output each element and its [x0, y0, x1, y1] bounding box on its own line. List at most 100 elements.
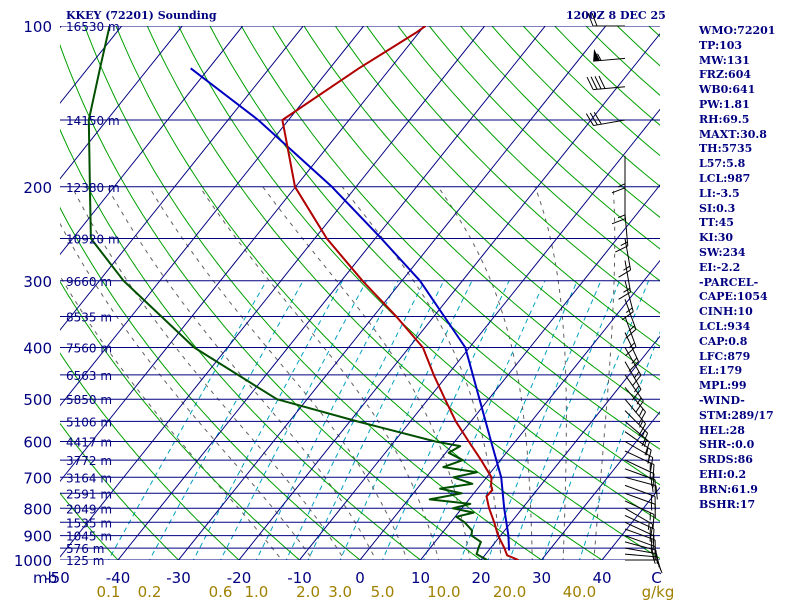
mixing-ratio-tick-label: 40.0: [563, 583, 596, 600]
index-item: STM:289/17: [699, 408, 774, 422]
dry-adiabat-line: [60, 422, 180, 560]
height-label: 125 m: [66, 554, 104, 568]
wind-barb: [624, 347, 642, 387]
dry-adiabat-line: [428, 26, 660, 250]
moist-adiabat-line: [106, 186, 377, 560]
moist-adiabat-line: [60, 222, 314, 560]
height-label: 3164 m: [66, 471, 112, 485]
index-item: MAXT:30.8: [699, 127, 767, 141]
index-item: -PARCEL-: [699, 275, 759, 289]
mixing-ratio-tick-label: g/kg: [642, 583, 675, 600]
mixing-ratio-tick-label: 5.0: [371, 583, 395, 600]
index-item: TH:5735: [699, 142, 753, 156]
height-label: 2591 m: [66, 487, 112, 501]
mixing-ratio-line: [220, 280, 367, 560]
index-item: WB0:641: [699, 83, 756, 97]
index-item: CAP:0.8: [699, 334, 748, 348]
pressure-tick-label: 900: [23, 528, 52, 546]
isotherm-line: [60, 26, 244, 256]
moist-adiabat-line: [593, 186, 616, 560]
wind-barb: [621, 280, 634, 321]
height-label: 2049 m: [66, 502, 112, 516]
wind-barb: [618, 238, 632, 278]
temperature-tick-label: 20: [471, 569, 490, 587]
dry-adiabat-line: [303, 26, 660, 381]
height-label: 14150 m: [66, 114, 120, 128]
height-label: 12380 m: [66, 181, 120, 195]
mixing-ratio-tick-label: 0.1: [97, 583, 121, 600]
index-item: CAPE:1054: [699, 290, 768, 304]
index-item: BRN:61.9: [699, 482, 758, 496]
isotherm-line: [60, 26, 425, 483]
stability-indices: WMO:72201 TP:103 MW:131 FRZ:604 WB0:641 PW:1.…: [699, 24, 775, 512]
height-label: 9660 m: [66, 275, 112, 289]
isotherm-line: [359, 184, 660, 560]
mixing-ratio-line: [578, 330, 660, 560]
index-item: SHR-:0.0: [699, 438, 755, 452]
index-item: LFC:879: [699, 349, 751, 363]
pressure-tick-label: 100: [23, 18, 52, 36]
wind-barbs: [585, 12, 663, 574]
profiles: [87, 26, 519, 560]
dry-adiabat-line: [334, 26, 660, 347]
index-item: LI:-3.5: [699, 186, 740, 200]
dewpoint-line: [87, 26, 488, 560]
temperature-line: [281, 26, 519, 560]
wind-barb: [585, 111, 626, 127]
index-item: L57:5.8: [699, 157, 746, 171]
wind-barb: [624, 410, 649, 447]
temperature-tick-label: -40: [106, 569, 131, 587]
index-item: SI:0.3: [699, 201, 736, 215]
temperature-tick-label: -10: [287, 569, 312, 587]
index-item: PW:1.81: [699, 97, 750, 111]
mixing-ratio-tick-label: 0.6: [209, 583, 233, 600]
parcel-line: [190, 67, 511, 551]
dry-adiabat-line: [272, 26, 660, 415]
pressure-tick-label: 400: [23, 340, 52, 358]
mixing-ratio-tick-label: 0.2: [138, 583, 162, 600]
mixing-ratio-line: [542, 280, 650, 560]
height-label: 8535 m: [66, 311, 112, 325]
moist-adiabat-line: [534, 186, 567, 560]
height-label: 4417 m: [66, 436, 112, 450]
dry-adiabat-line: [60, 128, 422, 560]
dry-adiabats: [60, 26, 660, 560]
dry-adiabat-line: [60, 492, 119, 560]
wind-barb: [624, 484, 656, 511]
temperature-tick-label: -50: [45, 569, 70, 587]
isotherm-line: [60, 26, 183, 180]
height-label: 10920 m: [66, 232, 120, 246]
wind-barb: [624, 361, 642, 401]
height-label: 1535 m: [66, 516, 112, 530]
isotherms: [60, 26, 660, 560]
pressure-tick-label: 500: [23, 391, 52, 409]
isotherm-line: [298, 108, 660, 560]
temperature-tick-label: -30: [166, 569, 191, 587]
index-item: LCL:934: [699, 319, 751, 333]
isotherm-line: [60, 26, 62, 29]
temperature-tick-label: 0: [355, 569, 365, 587]
wind-barb: [587, 12, 625, 27]
wind-barb: [624, 398, 647, 437]
moist-adiabat-line: [341, 186, 502, 560]
mixing-ratio-line: [107, 280, 267, 560]
index-item: MW:131: [699, 53, 750, 67]
dry-adiabat-line: [84, 26, 543, 560]
pressure-tick-label: 200: [23, 179, 52, 197]
wind-barb: [611, 155, 626, 194]
dry-adiabat-line: [240, 26, 660, 450]
mixing-ratio-line: [487, 280, 602, 560]
dry-adiabat-line: [397, 26, 660, 282]
dry-adiabat-line: [60, 43, 482, 560]
isotherm-line: [480, 335, 660, 560]
wind-barb: [624, 431, 652, 464]
pressure-tick-label: 1000: [14, 552, 52, 570]
mixing-ratio-line: [423, 280, 546, 560]
dry-adiabat-line: [60, 352, 240, 560]
wind-barb: [618, 260, 632, 300]
moist-adiabat-line: [199, 186, 440, 560]
index-item: SRDS:86: [699, 453, 753, 467]
temperature-tick-label: -20: [227, 569, 252, 587]
